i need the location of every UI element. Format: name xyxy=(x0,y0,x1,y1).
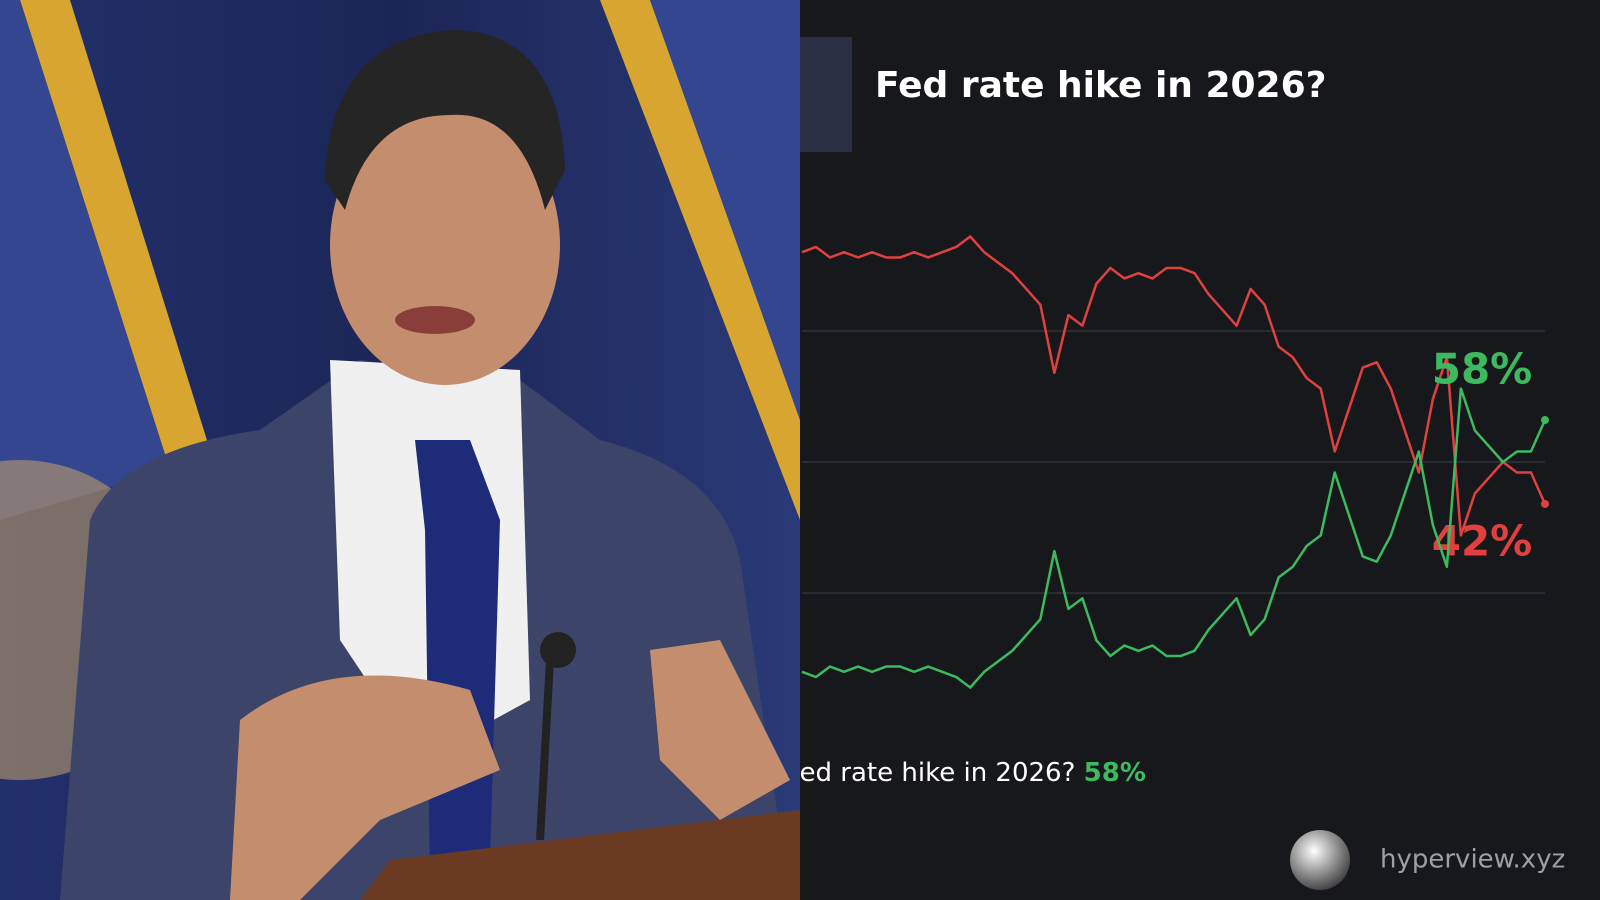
end-dot xyxy=(1541,416,1549,425)
caption-question: Fed rate hike in 2026? xyxy=(786,758,1075,788)
end-dot xyxy=(1541,499,1549,508)
series-line xyxy=(801,387,1547,689)
logo xyxy=(1290,830,1350,890)
thumbnail xyxy=(800,37,852,152)
chart-panel: Fed rate hike in 2026? 42%58% Fed rate h… xyxy=(786,0,1600,900)
watermark: hyperview.xyz xyxy=(1380,845,1565,875)
plot: 42%58% xyxy=(801,235,1549,689)
caption: Fed rate hike in 2026? 58% xyxy=(786,758,1146,788)
caption-value: 58% xyxy=(1084,758,1146,788)
photo xyxy=(0,0,800,900)
chart-title: Fed rate hike in 2026? xyxy=(875,65,1327,106)
end-label: 58% xyxy=(1432,345,1533,394)
